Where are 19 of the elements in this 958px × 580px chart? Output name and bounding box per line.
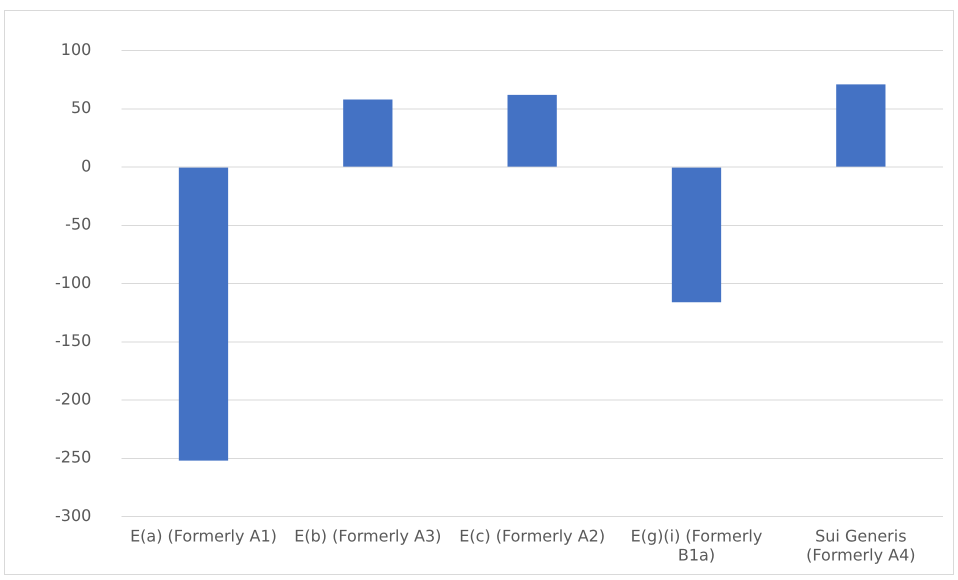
bar: [178, 168, 228, 461]
y-tick-label: 50: [70, 98, 92, 118]
y-tick-label: 0: [81, 156, 92, 176]
x-tick-label: E(b) (Formerly A3): [294, 526, 442, 546]
y-tick-label: -50: [65, 214, 92, 234]
bar: [836, 84, 886, 167]
bar: [508, 94, 557, 167]
bar: [672, 168, 722, 302]
y-tick-label: -200: [55, 389, 92, 408]
x-tick-label: E(a) (Formerly A1): [130, 526, 277, 546]
y-tick-label: -100: [55, 272, 92, 292]
y-tick-label: -250: [55, 448, 92, 467]
y-tick-label: -300: [55, 506, 92, 525]
x-tick-label: E(g)(i) (Formerly B1a): [630, 526, 762, 565]
x-tick-label: E(c) (Formerly A2): [459, 526, 606, 546]
bar: [343, 100, 392, 167]
y-tick-label: -150: [55, 331, 92, 350]
y-tick-label: 100: [60, 40, 92, 59]
x-tick-label: Sui Generis (Formerly A4): [806, 526, 916, 565]
